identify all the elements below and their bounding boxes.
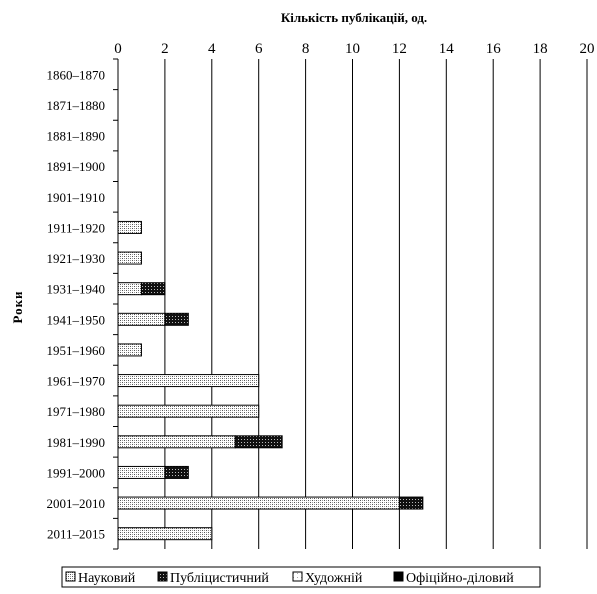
y-category-label: 2001–2010	[47, 496, 106, 511]
x-tick-label: 0	[114, 41, 122, 57]
x-tick-label: 8	[302, 41, 310, 57]
legend-label: Науковий	[78, 571, 136, 586]
y-category-label: 1911–1920	[47, 220, 105, 235]
legend-label: Публіцистичний	[170, 571, 269, 586]
x-tick-label: 14	[439, 41, 455, 57]
x-axis-ticks: 0 2 4 6 8 10 12 14 16 18 20	[114, 41, 594, 57]
y-category-label: 1951–1960	[47, 343, 106, 358]
bar-segment	[164, 312, 189, 326]
legend-swatch	[292, 571, 303, 582]
x-tick-label: 2	[161, 41, 169, 57]
x-tick-label: 20	[580, 41, 595, 57]
legend-swatch	[157, 571, 168, 582]
bar-segment	[117, 435, 236, 449]
legend-swatch	[393, 571, 404, 582]
x-tick-label: 16	[486, 41, 502, 57]
legend-swatch	[65, 571, 76, 582]
y-category-label: 1860–1870	[47, 67, 106, 82]
y-category-label: 1891–1900	[47, 159, 106, 174]
bars	[117, 220, 424, 541]
y-axis-title: Роки	[10, 290, 25, 323]
y-category-label: 2011–2015	[47, 527, 105, 542]
bar-segment	[117, 527, 213, 541]
legend-label: Художній	[305, 571, 363, 586]
bar-segment	[140, 282, 166, 296]
x-tick-label: 6	[255, 41, 263, 57]
y-category-label: 1961–1970	[47, 374, 106, 389]
bar-segment	[117, 465, 166, 479]
bar-segment	[117, 404, 260, 418]
x-tick-label: 12	[392, 41, 407, 57]
bar-segment	[164, 465, 189, 479]
y-axis-category-labels: 1860–1870 1871–1880 1881–1890 1891–1900 1901…	[47, 67, 106, 541]
y-category-label: 1931–1940	[47, 282, 106, 297]
x-tick-label: 4	[208, 41, 216, 57]
x-tick-label: 10	[345, 41, 360, 57]
bar-segment	[117, 282, 142, 296]
bar-segment	[234, 435, 283, 449]
bar-segment	[398, 496, 424, 510]
bar-segment	[117, 374, 260, 388]
bar-segment	[117, 343, 142, 357]
y-category-label: 1871–1880	[47, 98, 106, 113]
y-category-label: 1941–1950	[47, 312, 106, 327]
bar-segment	[117, 312, 166, 326]
y-category-label: 1921–1930	[47, 251, 106, 266]
bar-segment	[117, 496, 400, 510]
x-tick-label: 18	[533, 41, 548, 57]
bar-segment	[117, 220, 142, 234]
y-category-label: 1981–1990	[47, 435, 106, 450]
y-category-label: 1971–1980	[47, 404, 106, 419]
y-category-label: 1881–1890	[47, 129, 106, 144]
y-category-label: 1991–2000	[47, 465, 106, 480]
bar-segment	[117, 251, 142, 265]
chart-title: Кількість публікацій, од.	[281, 10, 427, 25]
legend-label: Офіційно-діловий	[406, 571, 514, 586]
legend: Науковий Публіцистичний Художній Офіційно-д…	[61, 566, 541, 588]
y-category-label: 1901–1910	[47, 190, 106, 205]
